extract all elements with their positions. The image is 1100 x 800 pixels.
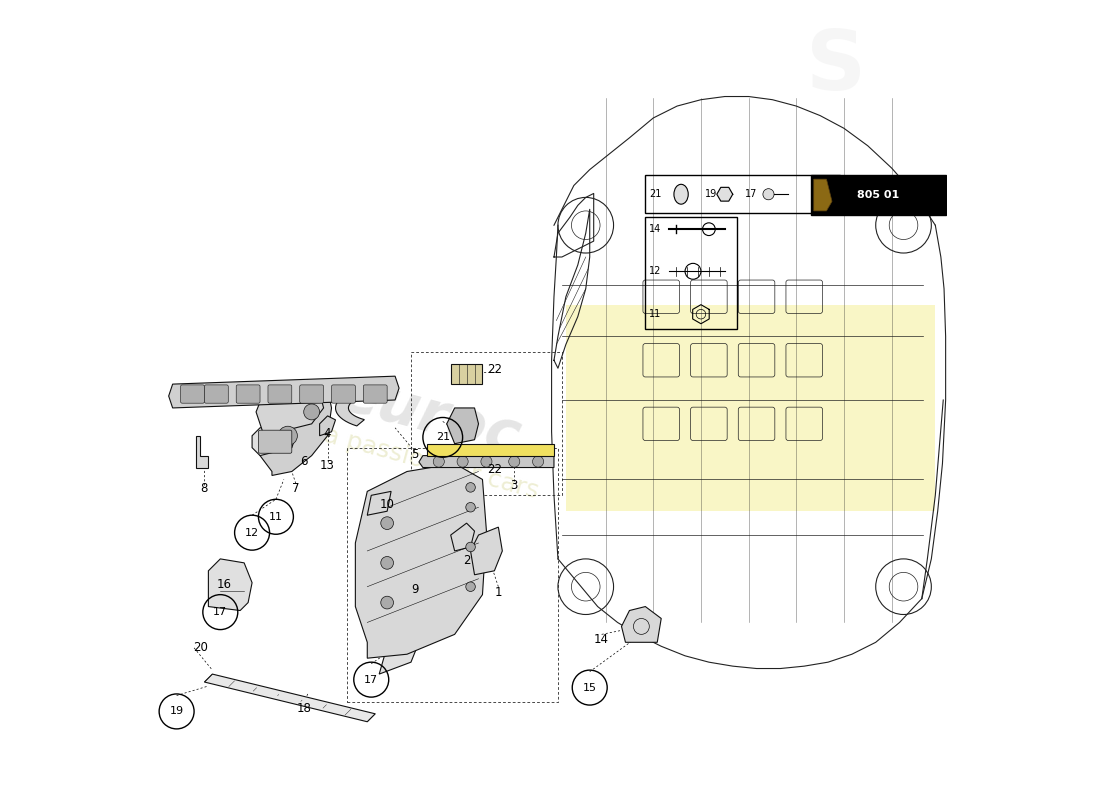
Polygon shape [814,179,832,211]
Circle shape [465,582,475,591]
Circle shape [532,456,543,467]
Text: 21: 21 [649,190,662,199]
Polygon shape [205,674,375,722]
Circle shape [465,482,475,492]
Polygon shape [451,364,483,384]
Text: 17: 17 [364,674,378,685]
Polygon shape [471,527,503,574]
Polygon shape [565,305,935,511]
Polygon shape [419,456,554,467]
Polygon shape [355,463,486,658]
FancyBboxPatch shape [205,385,229,403]
Text: 15: 15 [583,682,596,693]
Text: 9: 9 [411,582,419,595]
Text: 19: 19 [705,190,717,199]
Circle shape [465,502,475,512]
Text: 2: 2 [463,554,471,567]
Circle shape [304,404,320,420]
FancyBboxPatch shape [300,385,323,403]
Text: 10: 10 [379,498,395,511]
Polygon shape [168,376,399,408]
Circle shape [381,557,394,570]
Text: S: S [806,26,866,107]
Text: 14: 14 [649,224,661,234]
Text: 18: 18 [296,702,311,714]
Polygon shape [336,390,364,426]
Circle shape [381,596,394,609]
Text: 17: 17 [745,190,757,199]
Polygon shape [252,424,296,456]
Text: 8: 8 [200,482,208,495]
FancyBboxPatch shape [811,175,946,215]
Text: 6: 6 [300,454,308,468]
Circle shape [381,517,394,530]
Text: 17: 17 [213,607,228,617]
Ellipse shape [674,184,689,204]
FancyBboxPatch shape [331,385,355,403]
Polygon shape [197,436,208,467]
Text: 12: 12 [649,266,662,276]
Text: 4: 4 [323,427,331,440]
Circle shape [278,426,297,446]
Text: 5: 5 [411,447,419,461]
Circle shape [458,456,469,467]
Text: 805 01: 805 01 [857,190,899,200]
Text: a passion for cars: a passion for cars [320,423,541,504]
Polygon shape [621,606,661,642]
Polygon shape [367,491,392,515]
Polygon shape [427,444,554,456]
Text: 11: 11 [268,512,283,522]
Text: 22: 22 [487,462,502,476]
Circle shape [763,189,774,200]
Text: 16: 16 [217,578,232,591]
Text: 19: 19 [169,706,184,717]
FancyBboxPatch shape [236,385,260,403]
Text: 12: 12 [245,528,260,538]
Polygon shape [447,408,478,444]
Text: 11: 11 [649,309,661,319]
Circle shape [465,542,475,552]
Text: 14: 14 [594,634,609,646]
Text: 22: 22 [487,363,502,376]
Polygon shape [256,380,323,436]
Circle shape [433,456,444,467]
Text: 13: 13 [320,458,336,472]
Polygon shape [451,523,474,551]
Polygon shape [320,416,336,436]
Polygon shape [260,380,331,475]
FancyBboxPatch shape [258,430,292,454]
FancyBboxPatch shape [363,385,387,403]
Text: 7: 7 [292,482,299,495]
Polygon shape [208,559,252,610]
Text: 3: 3 [510,478,518,491]
Text: 1: 1 [495,586,502,598]
Text: 21: 21 [436,432,450,442]
FancyBboxPatch shape [180,385,205,403]
Text: 20: 20 [192,642,208,654]
FancyBboxPatch shape [268,385,292,403]
Text: euroc: euroc [334,365,527,467]
Polygon shape [717,187,733,201]
Circle shape [508,456,520,467]
Polygon shape [379,626,419,674]
Circle shape [481,456,492,467]
